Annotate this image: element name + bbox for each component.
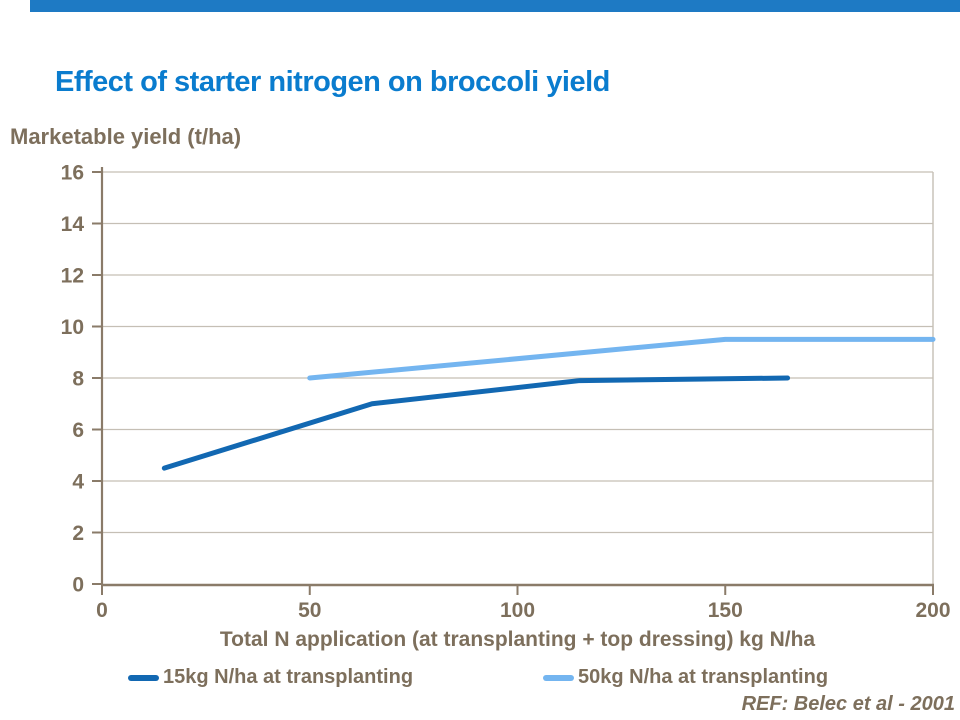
- x-axis-label: Total N application (at transplanting + …: [219, 628, 816, 651]
- legend-label-15kg: 15kg N/ha at transplanting: [163, 666, 414, 688]
- y-tick-label: 10: [61, 316, 84, 339]
- legend-label-50kg: 50kg N/ha at transplanting: [578, 666, 829, 688]
- x-tick-label: 150: [708, 599, 743, 622]
- top-accent-bar: [30, 0, 960, 12]
- x-tick-label: 0: [96, 599, 108, 622]
- reference-note: REF: Belec et al - 2001: [741, 693, 955, 715]
- legend-swatch-15kg: [128, 674, 159, 681]
- y-tick-label: 16: [61, 162, 84, 185]
- legend-swatch-50kg: [543, 674, 574, 681]
- y-tick-label: 6: [72, 419, 84, 442]
- chart-title: Effect of starter nitrogen on broccoli y…: [55, 66, 610, 98]
- series-line-1: [307, 336, 936, 381]
- series-line-0: [161, 375, 791, 471]
- y-tick-label: 12: [61, 265, 84, 288]
- y-tick-label: 4: [72, 471, 84, 494]
- x-tick-label: 50: [298, 599, 321, 622]
- y-tick-label: 2: [72, 522, 84, 545]
- y-tick-label: 0: [72, 574, 84, 597]
- y-tick-label: 8: [72, 368, 84, 391]
- x-tick-label: 100: [500, 599, 535, 622]
- legend-item-50kg: 50kg N/ha at transplanting: [543, 666, 828, 689]
- legend-item-15kg: 15kg N/ha at transplanting: [128, 666, 413, 689]
- x-tick-label: 200: [915, 599, 950, 622]
- y-tick-label: 14: [61, 213, 85, 236]
- y-axis-label: Marketable yield (t/ha): [10, 124, 242, 149]
